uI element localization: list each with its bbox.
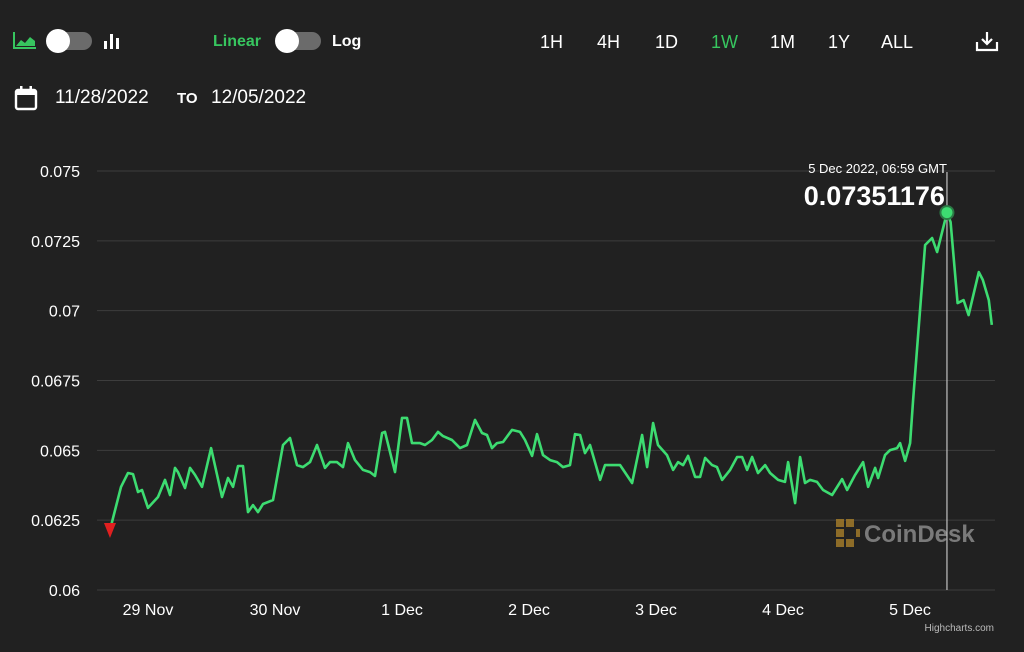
date-from[interactable]: 11/28/2022 (55, 87, 149, 108)
date-to[interactable]: 12/05/2022 (211, 87, 307, 108)
scale-linear-label[interactable]: Linear (213, 33, 262, 50)
price-series-line (108, 211, 994, 531)
range-1w-button[interactable]: 1W (711, 32, 738, 52)
coindesk-logo-icon (836, 519, 860, 547)
range-4h-button[interactable]: 4H (597, 32, 621, 52)
y-tick-label: 0.075 (40, 164, 80, 181)
tooltip-value: 0.07351176 (804, 181, 945, 211)
range-1d-button[interactable]: 1D (655, 32, 679, 52)
coindesk-watermark-text: CoinDesk (864, 521, 975, 548)
start-marker (103, 522, 116, 538)
y-tick-label: 0.06 (49, 583, 80, 600)
range-1m-button[interactable]: 1M (770, 32, 796, 52)
highlighted-point[interactable] (939, 205, 955, 221)
download-icon[interactable] (975, 30, 999, 57)
date-to-label: TO (177, 90, 198, 107)
x-tick-label: 30 Nov (250, 602, 301, 619)
x-tick-label: 3 Dec (635, 602, 677, 619)
bar-chart-icon[interactable] (103, 31, 121, 54)
range-1y-button[interactable]: 1Y (828, 32, 851, 52)
range-all-button[interactable]: ALL (881, 32, 914, 52)
y-tick-label: 0.065 (40, 443, 80, 460)
y-tick-label: 0.0625 (31, 513, 80, 530)
tooltip-time: 5 Dec 2022, 06:59 GMT (808, 161, 947, 176)
x-tick-label: 2 Dec (508, 602, 550, 619)
y-tick-label: 0.0725 (31, 234, 80, 251)
highcharts-credits[interactable]: Highcharts.com (925, 623, 994, 634)
range-1h-button[interactable]: 1H (540, 32, 564, 52)
coindesk-watermark: CoinDesk (836, 519, 975, 548)
scale-toggle[interactable] (275, 29, 321, 53)
area-chart-icon (13, 32, 36, 49)
chart-type-toggle[interactable] (46, 29, 92, 53)
scale-log-label[interactable]: Log (332, 33, 362, 50)
y-tick-label: 0.0675 (31, 374, 80, 391)
area-chart-toggle-icon[interactable] (13, 31, 37, 49)
x-tick-label: 29 Nov (123, 602, 174, 619)
x-tick-label: 1 Dec (381, 602, 423, 619)
y-tick-label: 0.07 (49, 304, 80, 321)
calendar-icon[interactable] (14, 85, 38, 116)
x-tick-label: 4 Dec (762, 602, 804, 619)
x-tick-label: 5 Dec (889, 602, 931, 619)
